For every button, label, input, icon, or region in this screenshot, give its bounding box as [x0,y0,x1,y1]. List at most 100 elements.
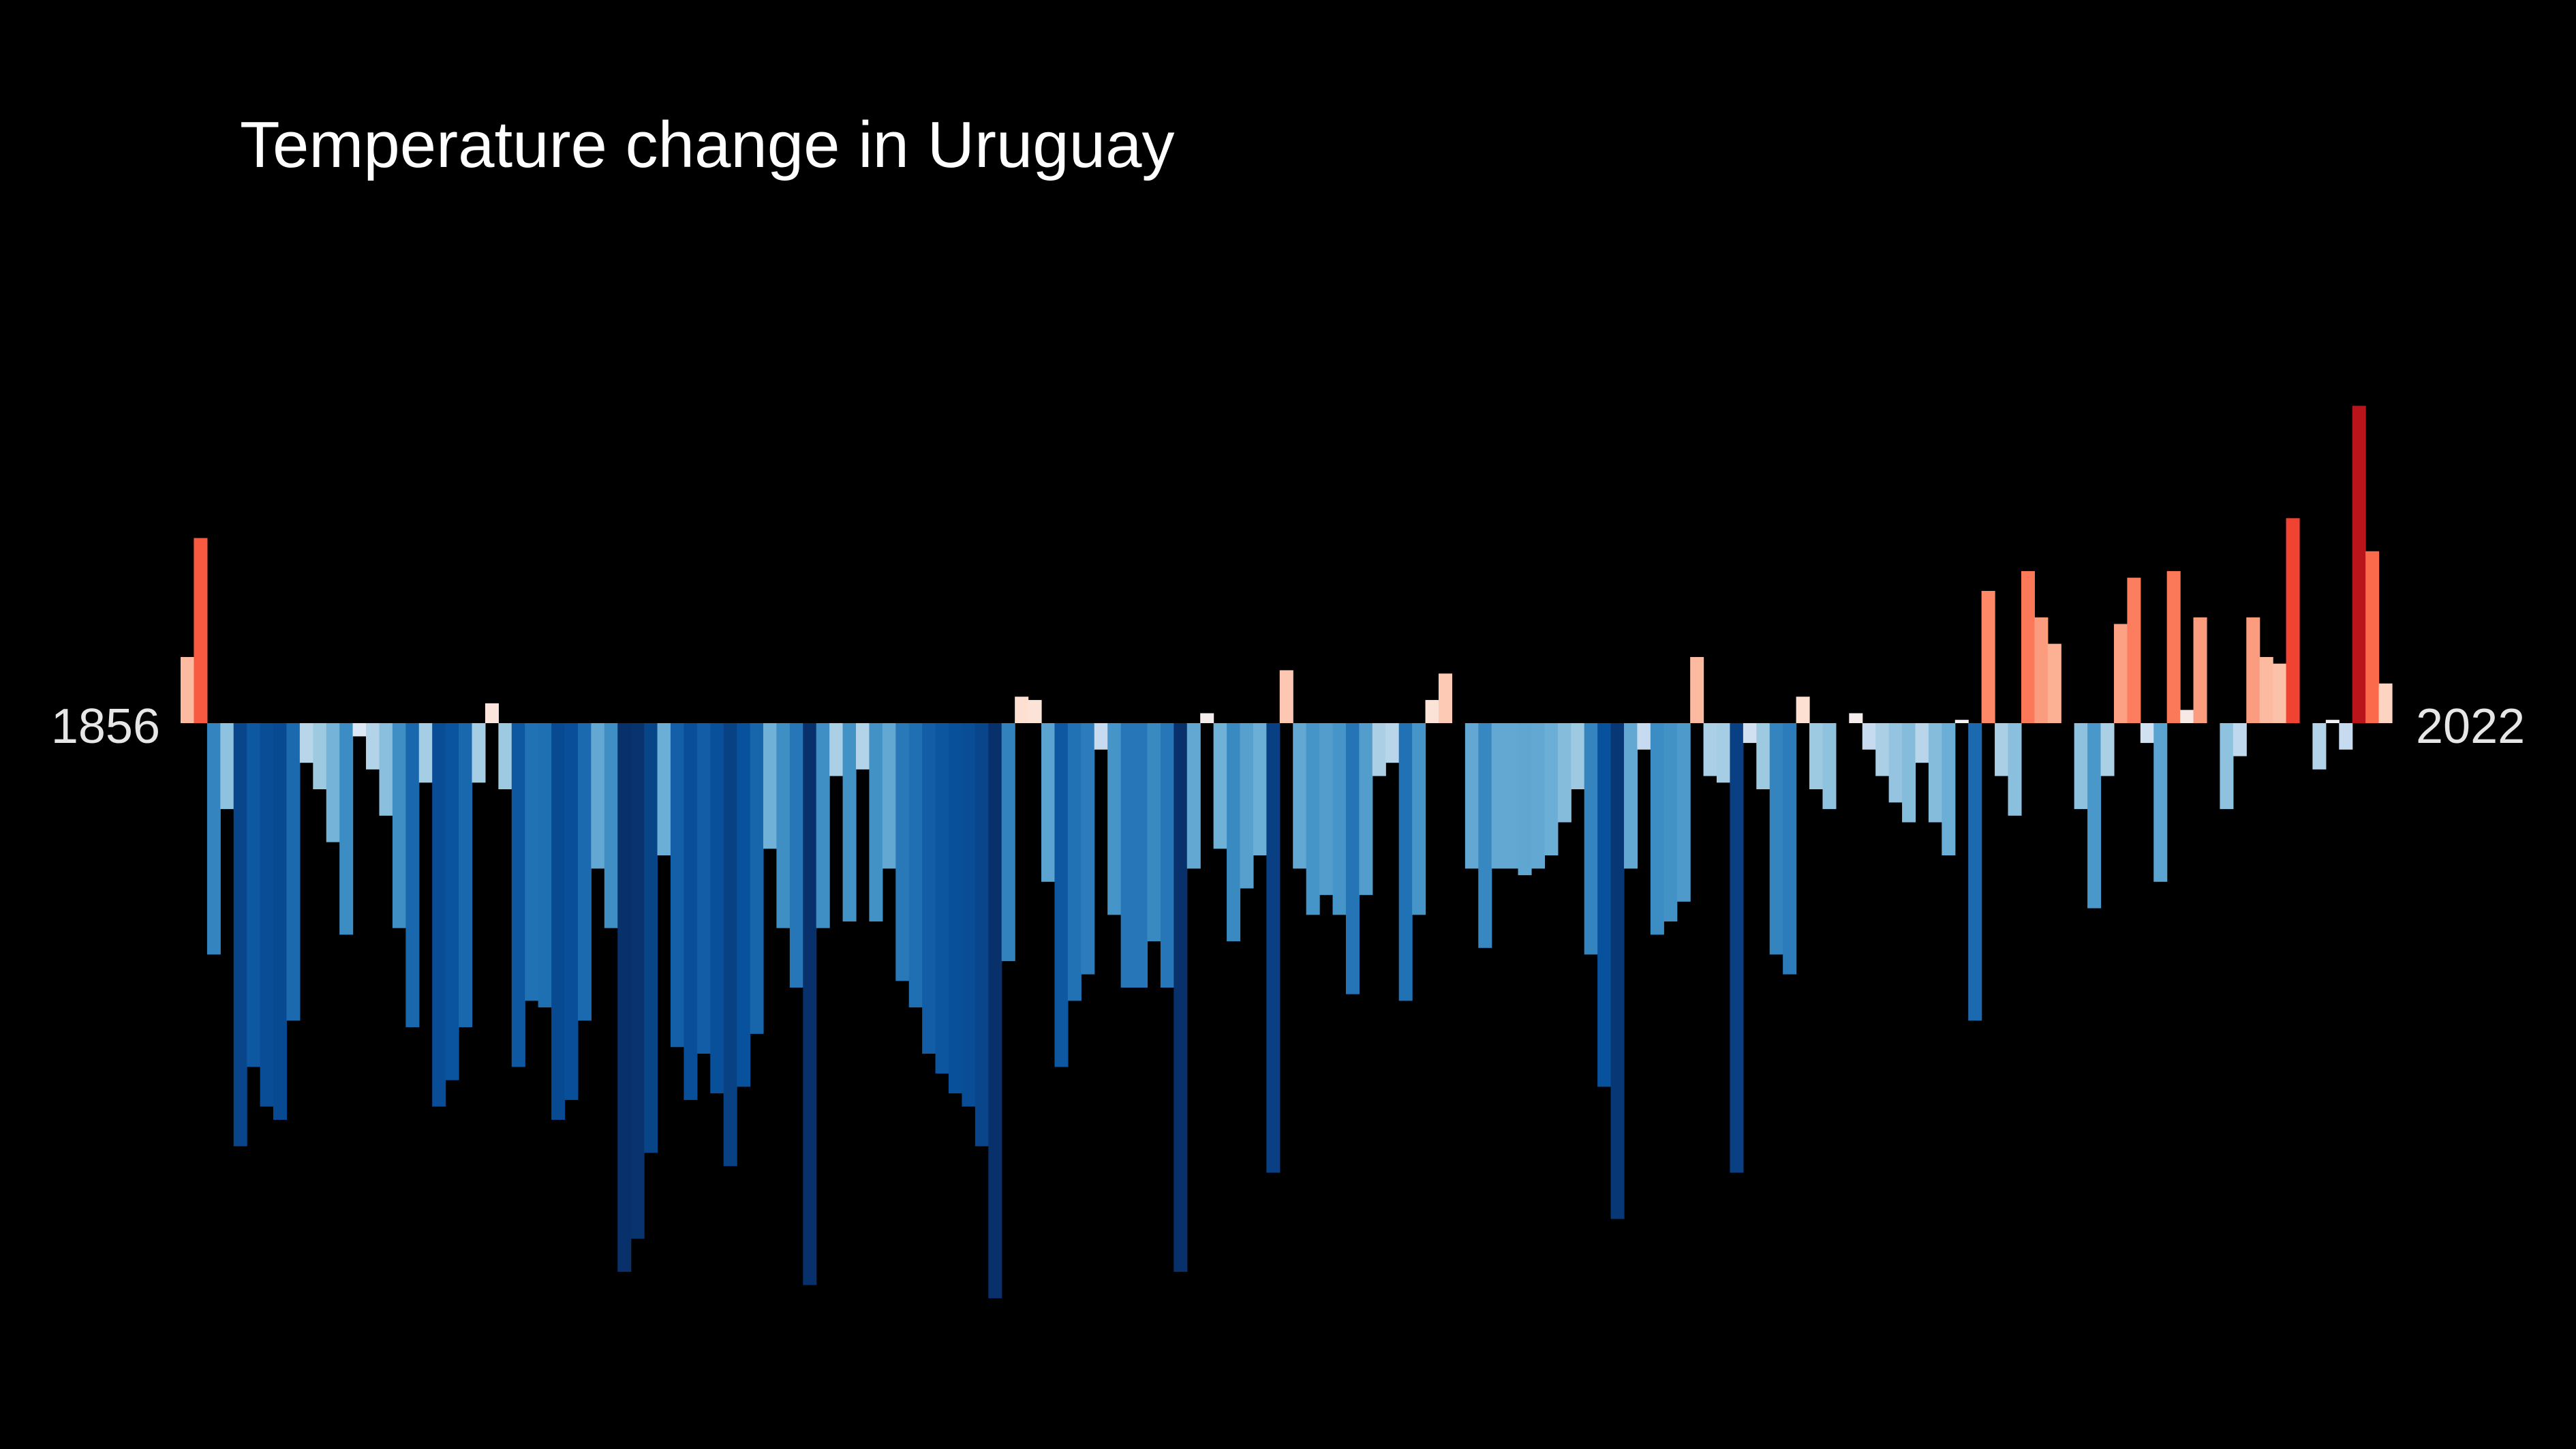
bar-1892 [657,723,671,855]
bar-1862 [260,723,274,1107]
bar-1876 [445,723,459,1080]
bar-1941 [1306,723,1320,915]
bar-1940 [1293,723,1307,869]
bar-1917 [988,723,1002,1298]
bar-1937 [1253,723,1267,855]
bar-1921 [1041,723,1056,882]
bar-1951 [1438,673,1452,723]
bar-1896 [710,723,724,1094]
bar-1912 [922,723,936,1054]
bar-1971 [1703,723,1717,776]
bar-1880 [498,723,512,789]
bar-1900 [763,723,777,849]
bar-1890 [630,723,645,1239]
bar-1955 [1491,723,1505,869]
bar-1990 [1954,720,1969,723]
bar-1925 [1094,723,1108,750]
bar-1897 [723,723,737,1166]
bar-1886 [577,723,592,1021]
bar-1985 [1888,723,1903,803]
bar-1905 [829,723,844,776]
bar-1929 [1147,723,1161,942]
chart-title: Temperature change in Uruguay [240,108,1174,181]
bar-2021 [2365,551,2380,723]
bar-1906 [842,723,857,921]
bar-1935 [1227,723,1241,942]
bar-1923 [1067,723,1082,1001]
bar-1954 [1478,723,1492,948]
bar-1916 [975,723,989,1146]
bar-1859 [220,723,234,810]
bar-2003 [2127,577,2141,723]
bar-1949 [1412,723,1426,915]
bar-1984 [1875,723,1890,776]
bar-1898 [737,723,751,1087]
bar-1993 [1995,723,2009,776]
bar-1974 [1743,723,1757,744]
bar-2001 [2100,723,2115,776]
bar-1889 [617,723,632,1272]
bar-1895 [696,723,711,1054]
bar-2020 [2352,406,2366,723]
bar-1911 [908,723,923,1008]
bar-1913 [935,723,949,1074]
bars-group [181,406,2393,1298]
bar-1931 [1174,723,1188,1272]
start-year-label: 1856 [51,699,160,754]
bar-1943 [1332,723,1347,915]
bar-1866 [313,723,327,789]
bar-1881 [511,723,525,1067]
bar-1978 [1796,697,1810,723]
bar-2019 [2339,723,2353,750]
bar-1922 [1054,723,1069,1067]
bar-1965 [1623,723,1638,869]
bar-1972 [1717,723,1731,783]
bar-1887 [591,723,605,869]
bar-1956 [1505,723,1519,869]
bar-1899 [750,723,764,1034]
bar-1856 [181,657,195,723]
bar-2002 [2113,624,2128,723]
bar-1893 [670,723,684,1048]
bar-1903 [803,723,817,1285]
bar-1991 [1968,723,1982,1021]
bar-2015 [2286,518,2300,723]
bar-1928 [1134,723,1148,988]
bar-1864 [286,723,301,1021]
bar-1983 [1862,723,1876,750]
bar-1936 [1240,723,1254,889]
bar-1891 [644,723,658,1153]
bar-1980 [1822,723,1837,810]
bar-1861 [247,723,261,1067]
bar-1907 [855,723,870,769]
bar-1950 [1425,700,1439,723]
bar-1938 [1266,723,1281,1173]
bar-2000 [2087,723,2102,909]
bar-1894 [684,723,698,1100]
bar-2011 [2233,723,2247,757]
bar-1970 [1690,657,1704,723]
bar-1871 [379,723,393,816]
bar-1863 [273,723,288,1120]
bar-1958 [1531,723,1546,869]
bar-1920 [1028,700,1042,723]
bar-1868 [339,723,354,935]
bar-1909 [882,723,896,869]
bar-1966 [1637,723,1651,750]
bar-1988 [1928,723,1942,823]
end-year-label: 2022 [2416,699,2525,754]
bar-1975 [1756,723,1770,789]
bar-1872 [392,723,406,928]
bar-2017 [2312,723,2327,769]
bar-1865 [299,723,313,763]
bar-1977 [1783,723,1797,975]
bar-1933 [1200,713,1214,723]
bar-1875 [432,723,446,1107]
bar-1884 [551,723,566,1120]
bar-2013 [2259,657,2273,723]
bar-1959 [1544,723,1559,855]
bar-1919 [1015,697,1029,723]
bar-1877 [459,723,473,1028]
bar-1869 [352,723,367,737]
